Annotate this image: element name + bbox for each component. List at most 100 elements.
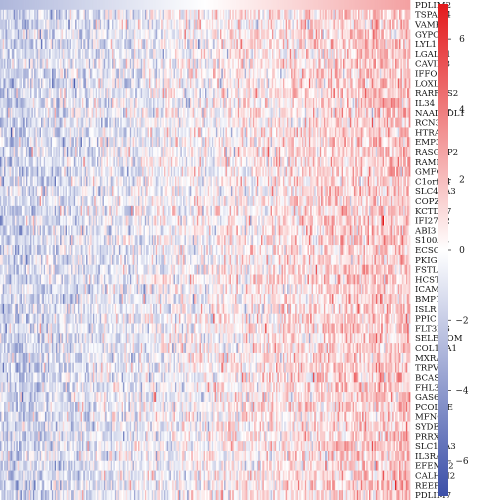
heatmap-cell [405,0,408,11]
heatmap-cell [187,0,189,11]
heatmap-cell [379,58,382,69]
heatmap-cell [199,78,202,89]
heatmap-cell [35,9,38,20]
heatmap-cell [90,0,92,11]
heatmap-cell [79,156,81,168]
heatmap-cell [97,0,99,11]
heatmap-cell [317,147,319,158]
heatmap-cell [338,0,341,11]
heatmap-cell [373,49,375,60]
heatmap-cell [92,9,95,20]
heatmap-cell [222,29,225,40]
heatmap-cell [133,49,136,60]
heatmap-cell [16,117,19,128]
heatmap-cell [248,39,251,50]
heatmap-cell [102,68,105,79]
heatmap-cell [247,58,250,69]
heatmap-cell [172,78,174,89]
heatmap-cell [266,98,269,109]
heatmap-cell [269,9,271,20]
heatmap-cell [61,147,64,158]
heatmap-cell [293,29,296,40]
heatmap-cell [195,147,198,158]
heatmap-cell [218,58,221,69]
heatmap-cell [322,88,325,99]
heatmap-cell [225,137,228,148]
heatmap-cell [214,127,217,138]
heatmap-cell [317,98,319,109]
heatmap-cell [206,127,209,138]
heatmap-cell [158,68,161,79]
heatmap-cell [293,49,296,60]
heatmap-cell [92,107,95,118]
heatmap-cell [310,0,312,11]
heatmap-cell [86,88,88,99]
heatmap-cell [202,98,204,109]
heatmap-cell [213,98,215,109]
heatmap-cell [103,127,106,138]
heatmap-cell [293,117,296,128]
heatmap-cell [54,19,57,30]
heatmap-cell [343,9,345,20]
heatmap-cell [132,39,135,50]
heatmap-cell [317,78,319,89]
heatmap-cell [379,147,382,158]
heatmap-cell [394,58,397,69]
heatmap-cell [124,78,127,89]
heatmap-cell [174,117,177,128]
heatmap-cell [97,19,99,30]
heatmap-cell [239,147,241,158]
heatmap-cell [371,0,374,11]
heatmap-cell [269,127,271,138]
heatmap-cell [164,137,166,148]
heatmap-cell [39,78,42,89]
heatmap-cell [393,68,396,79]
heatmap-cell [158,29,161,40]
heatmap-cell [157,49,159,60]
heatmap-cell [248,147,251,158]
heatmap-cell [404,9,407,20]
heatmap-cell [142,39,144,50]
heatmap-cell [401,19,404,30]
heatmap-cell [274,49,277,60]
heatmap-cell [154,9,157,20]
heatmap-cell [19,49,21,60]
heatmap-cell [15,88,17,99]
heatmap-cell [158,78,161,89]
heatmap-cell [94,0,97,11]
heatmap-cell [99,147,102,158]
heatmap-cell [106,127,109,138]
heatmap-cell [199,137,202,148]
heatmap-cell [366,9,368,20]
heatmap-cell [292,88,295,99]
heatmap-cell [188,19,191,30]
heatmap-cell [42,58,45,69]
heatmap-cell [8,58,10,69]
heatmap-cell [25,29,28,40]
heatmap-cell [129,78,132,89]
heatmap-cell [224,78,226,89]
heatmap-cell [248,0,251,11]
heatmap-cell [366,127,368,138]
heatmap-cell [224,9,226,20]
heatmap-cell [189,98,192,109]
heatmap-cell [382,58,385,69]
heatmap-cell [17,147,20,158]
heatmap-cell [69,107,72,118]
heatmap-cell [392,0,394,11]
heatmap-cell [393,0,396,11]
heatmap-cell [389,29,392,40]
heatmap-cell [49,39,51,50]
heatmap-cell [375,147,378,158]
heatmap-cell [4,39,6,50]
heatmap-cell [23,98,25,109]
heatmap-cell [336,137,338,148]
heatmap-cell [317,127,319,138]
heatmap-cell [46,78,49,89]
heatmap-cell [79,147,81,158]
heatmap-cell [128,127,131,138]
heatmap-cell [273,49,276,60]
heatmap-cell [95,9,98,20]
heatmap-cell [69,127,72,138]
heatmap-cell [88,107,91,118]
